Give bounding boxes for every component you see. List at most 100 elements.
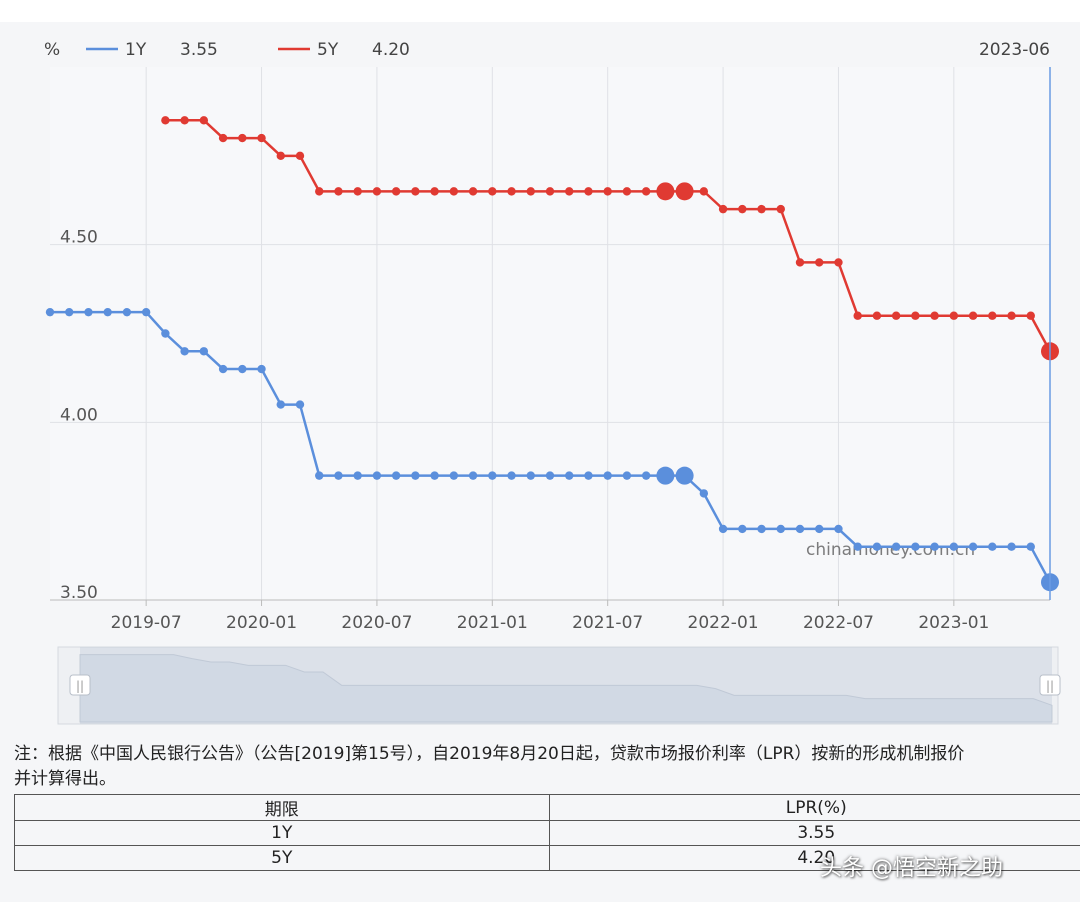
data-point-1y[interactable] [795, 524, 805, 534]
data-point-5y[interactable] [622, 187, 632, 196]
data-point-1y[interactable] [1007, 542, 1016, 551]
data-point-5y[interactable] [656, 182, 675, 201]
data-point-1y[interactable] [911, 542, 920, 551]
data-point-5y[interactable] [488, 187, 497, 196]
data-point-5y[interactable] [776, 204, 785, 214]
data-point-5y[interactable] [218, 133, 228, 143]
data-point-5y[interactable] [507, 187, 516, 196]
data-point-1y[interactable] [675, 466, 694, 485]
data-point-1y[interactable] [315, 471, 324, 480]
data-point-5y[interactable] [391, 187, 401, 196]
data-point-1y[interactable] [584, 471, 593, 480]
data-point-5y[interactable] [430, 187, 439, 196]
data-point-1y[interactable] [334, 471, 343, 480]
data-point-1y[interactable] [718, 524, 728, 534]
data-point-5y[interactable] [872, 311, 882, 320]
data-point-1y[interactable] [65, 307, 74, 317]
data-point-1y[interactable] [641, 471, 651, 480]
data-point-5y[interactable] [545, 187, 555, 196]
data-point-5y[interactable] [468, 187, 478, 196]
data-point-1y[interactable] [391, 471, 401, 480]
data-point-1y[interactable] [776, 524, 785, 534]
data-point-5y[interactable] [449, 187, 459, 196]
data-point-1y[interactable] [738, 524, 747, 534]
data-point-5y[interactable] [949, 311, 959, 320]
legend-1y-label[interactable]: 1Y [125, 40, 147, 60]
data-point-1y[interactable] [1026, 542, 1035, 551]
data-point-1y[interactable] [853, 542, 862, 551]
data-point-1y[interactable] [988, 542, 997, 551]
data-point-5y[interactable] [180, 116, 189, 125]
data-point-1y[interactable] [141, 307, 151, 317]
data-point-5y[interactable] [411, 187, 420, 196]
data-point-1y[interactable] [122, 307, 132, 317]
data-point-1y[interactable] [488, 471, 497, 480]
data-point-5y[interactable] [641, 187, 651, 196]
data-point-5y[interactable] [526, 187, 535, 196]
data-point-5y[interactable] [334, 187, 343, 196]
data-point-5y[interactable] [930, 311, 939, 320]
data-point-5y[interactable] [1007, 311, 1016, 320]
data-point-1y[interactable] [430, 471, 439, 480]
data-point-5y[interactable] [1026, 311, 1035, 320]
data-point-5y[interactable] [738, 204, 747, 214]
legend-5y-label[interactable]: 5Y [317, 40, 339, 60]
data-point-5y[interactable] [699, 187, 709, 196]
data-point-5y[interactable] [675, 182, 694, 201]
data-point-1y[interactable] [161, 329, 170, 338]
data-point-1y[interactable] [930, 542, 939, 551]
data-point-5y[interactable] [603, 187, 612, 196]
data-point-1y[interactable] [84, 307, 93, 317]
data-point-5y[interactable] [891, 311, 901, 320]
data-point-5y[interactable] [815, 258, 824, 267]
data-point-5y[interactable] [911, 311, 920, 320]
data-point-1y[interactable] [622, 471, 632, 480]
data-point-5y[interactable] [968, 311, 978, 320]
zoom-slider-handle-left[interactable] [69, 674, 91, 696]
data-point-5y[interactable] [276, 151, 285, 161]
data-point-1y[interactable] [507, 471, 516, 480]
data-point-5y[interactable] [295, 151, 305, 161]
data-point-1y[interactable] [526, 471, 535, 480]
data-point-1y[interactable] [218, 364, 228, 374]
data-point-1y[interactable] [468, 471, 478, 480]
data-point-1y[interactable] [295, 400, 305, 409]
data-point-1y[interactable] [815, 524, 824, 534]
data-point-5y[interactable] [161, 116, 170, 125]
data-point-5y[interactable] [853, 311, 862, 320]
data-point-5y[interactable] [353, 187, 362, 196]
data-point-1y[interactable] [180, 347, 189, 356]
data-point-1y[interactable] [949, 542, 959, 551]
data-point-1y[interactable] [757, 524, 766, 534]
data-point-1y[interactable] [656, 466, 675, 485]
data-point-5y[interactable] [584, 187, 593, 196]
data-point-5y[interactable] [757, 204, 766, 214]
data-point-5y[interactable] [315, 187, 324, 196]
data-point-1y[interactable] [891, 542, 901, 551]
data-point-1y[interactable] [565, 471, 574, 480]
zoom-slider-handle-right[interactable] [1039, 674, 1061, 696]
lpr-line-chart[interactable]: % 1Y 3.55 5Y 4.20 2023-06 4.50 4.00 3.50 2… [0, 22, 1080, 742]
data-point-5y[interactable] [257, 133, 266, 143]
data-point-1y[interactable] [449, 471, 459, 480]
zoom-slider-selection[interactable] [80, 647, 1052, 724]
data-point-1y[interactable] [545, 471, 555, 480]
data-point-1y[interactable] [103, 307, 112, 317]
data-point-5y[interactable] [372, 187, 382, 196]
data-point-5y[interactable] [834, 258, 843, 267]
data-point-1y[interactable] [968, 542, 978, 551]
data-point-1y[interactable] [603, 471, 612, 480]
data-point-5y[interactable] [199, 116, 209, 125]
data-point-1y[interactable] [872, 542, 882, 551]
data-point-1y[interactable] [238, 364, 247, 374]
data-point-1y[interactable] [276, 400, 285, 409]
data-point-1y[interactable] [199, 347, 209, 356]
data-point-5y[interactable] [238, 133, 247, 143]
data-point-1y[interactable] [353, 471, 362, 480]
data-point-1y[interactable] [699, 489, 709, 498]
data-point-1y[interactable] [45, 307, 55, 317]
data-point-5y[interactable] [988, 311, 997, 320]
data-point-1y[interactable] [257, 364, 266, 374]
data-point-1y[interactable] [372, 471, 382, 480]
data-point-5y[interactable] [718, 204, 728, 214]
